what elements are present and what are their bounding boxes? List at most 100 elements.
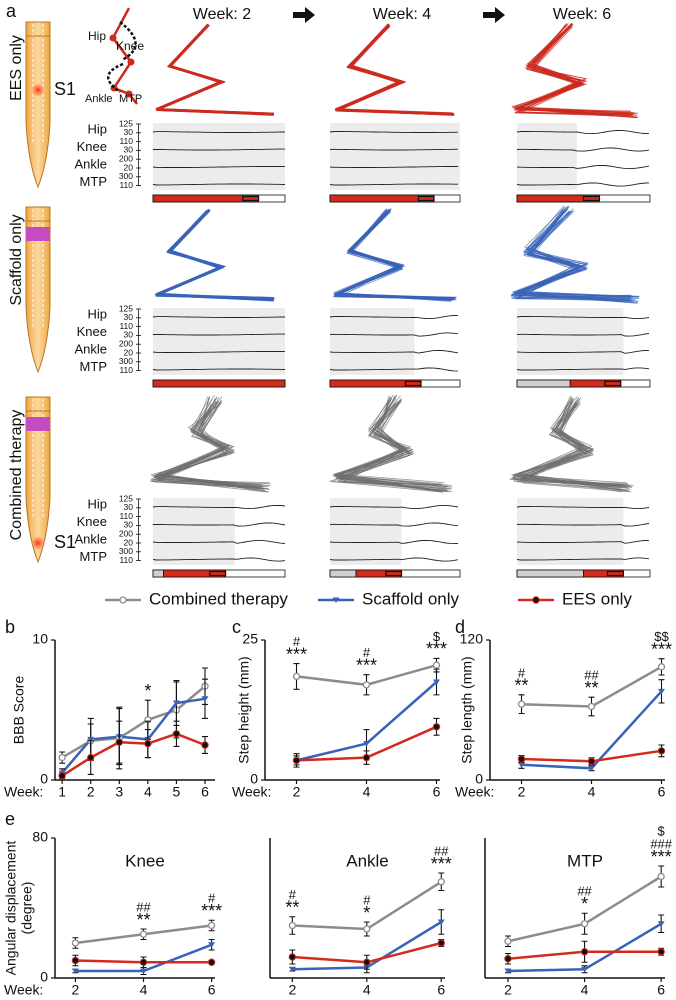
significance: *** bbox=[201, 901, 222, 921]
stick-trace bbox=[157, 209, 274, 302]
stick-trace bbox=[517, 24, 631, 118]
significance: *** bbox=[426, 639, 447, 659]
trace-scale: 300 bbox=[119, 356, 133, 366]
stance-shade bbox=[517, 123, 577, 190]
joint-trace bbox=[153, 333, 285, 336]
marker bbox=[658, 688, 665, 695]
joint-trace bbox=[329, 166, 458, 168]
marker bbox=[363, 925, 371, 933]
trace-scale: 200 bbox=[119, 153, 133, 163]
panel-title: Knee bbox=[125, 851, 165, 870]
x-tick-label: 6 bbox=[658, 784, 666, 800]
marker bbox=[657, 872, 665, 881]
trace-label: Knee bbox=[77, 139, 107, 154]
marker bbox=[657, 948, 665, 956]
y-axis-label: Step length (mm) bbox=[459, 656, 475, 763]
trace-scale: 20 bbox=[124, 537, 134, 547]
marker bbox=[58, 753, 66, 762]
stick-trace bbox=[153, 401, 261, 489]
joint-trace bbox=[329, 522, 459, 527]
joint-dot bbox=[127, 58, 135, 66]
stick-trace bbox=[515, 24, 638, 114]
trace-scale: 300 bbox=[119, 546, 133, 556]
trace-label: Hip bbox=[87, 306, 107, 321]
x-axis-label: Week: bbox=[455, 784, 494, 800]
marker bbox=[71, 939, 80, 947]
y-axis-label: Step height (mm) bbox=[236, 656, 252, 763]
trace-scale: 300 bbox=[119, 171, 133, 181]
trace-label: Hip bbox=[87, 121, 107, 136]
x-tick-label: 2 bbox=[518, 784, 526, 800]
marker bbox=[362, 681, 371, 689]
trace-scale: 30 bbox=[124, 127, 134, 137]
joint-trace bbox=[153, 148, 285, 151]
joint-trace bbox=[516, 333, 650, 337]
significance: ** bbox=[514, 676, 528, 696]
site-label: S1 bbox=[54, 532, 76, 552]
significance: * bbox=[363, 903, 370, 923]
marker bbox=[437, 878, 445, 886]
stance-shade bbox=[517, 308, 624, 375]
significance: *** bbox=[356, 655, 377, 675]
marker bbox=[139, 930, 148, 938]
gait-bar-drag bbox=[516, 379, 571, 388]
joint-label: Hip bbox=[88, 29, 106, 43]
stick-trace bbox=[335, 208, 457, 299]
significance: $ bbox=[433, 629, 441, 644]
gait-bar-swing bbox=[604, 380, 622, 387]
joint-trace bbox=[329, 367, 459, 372]
y-tick-label: 0 bbox=[475, 771, 483, 787]
marker bbox=[115, 738, 123, 746]
x-axis-label: Week: bbox=[232, 784, 271, 800]
marker bbox=[433, 679, 440, 685]
significance: *** bbox=[651, 847, 672, 867]
trace-scale: 110 bbox=[119, 136, 133, 146]
trace-scale: 30 bbox=[124, 520, 134, 530]
joint-trace bbox=[516, 506, 650, 510]
marker bbox=[580, 920, 589, 928]
marker bbox=[58, 772, 66, 780]
legend-marker bbox=[532, 596, 540, 604]
significance: * bbox=[581, 894, 588, 914]
panel-label: d bbox=[455, 617, 465, 637]
stick-trace bbox=[518, 395, 628, 491]
trace-label: Ankle bbox=[74, 341, 107, 356]
panel-label: e bbox=[5, 809, 15, 829]
scaffold bbox=[26, 417, 50, 431]
significance: ## bbox=[584, 668, 599, 683]
stick-trace bbox=[513, 401, 628, 488]
stick-trace bbox=[151, 396, 263, 489]
joint-trace bbox=[516, 129, 650, 135]
marker bbox=[292, 672, 301, 681]
significance: *** bbox=[651, 639, 672, 659]
gait-bar-drag bbox=[329, 569, 357, 578]
joint-arc bbox=[107, 21, 137, 94]
stick-trace bbox=[517, 205, 638, 302]
significance: ### bbox=[650, 836, 672, 851]
gait-bar-swing bbox=[404, 380, 422, 387]
y-tick-label: 80 bbox=[32, 829, 48, 845]
marker bbox=[657, 747, 666, 755]
stance-shade bbox=[330, 308, 415, 375]
joint-trace bbox=[516, 523, 650, 527]
trace-scale: 110 bbox=[119, 321, 133, 331]
stick-trace bbox=[514, 23, 639, 118]
gait-bar-swing bbox=[582, 195, 601, 202]
gait-bar-swing bbox=[385, 570, 403, 577]
y-tick-label: 0 bbox=[40, 771, 48, 787]
trace-scale: 20 bbox=[124, 347, 134, 357]
week-header: Week: 4 bbox=[373, 6, 432, 23]
x-tick-label: 1 bbox=[58, 784, 66, 800]
joint-trace bbox=[152, 557, 286, 562]
trace-scale: 30 bbox=[124, 330, 134, 340]
panel-label: a bbox=[6, 1, 17, 21]
marker bbox=[363, 958, 371, 966]
arrow bbox=[483, 7, 505, 23]
x-tick-label: 2 bbox=[504, 982, 512, 998]
significance: ** bbox=[285, 898, 299, 918]
x-tick-label: 6 bbox=[437, 982, 445, 998]
x-tick-label: 6 bbox=[433, 784, 441, 800]
x-tick-label: 6 bbox=[201, 784, 209, 800]
stick-trace bbox=[334, 402, 448, 486]
